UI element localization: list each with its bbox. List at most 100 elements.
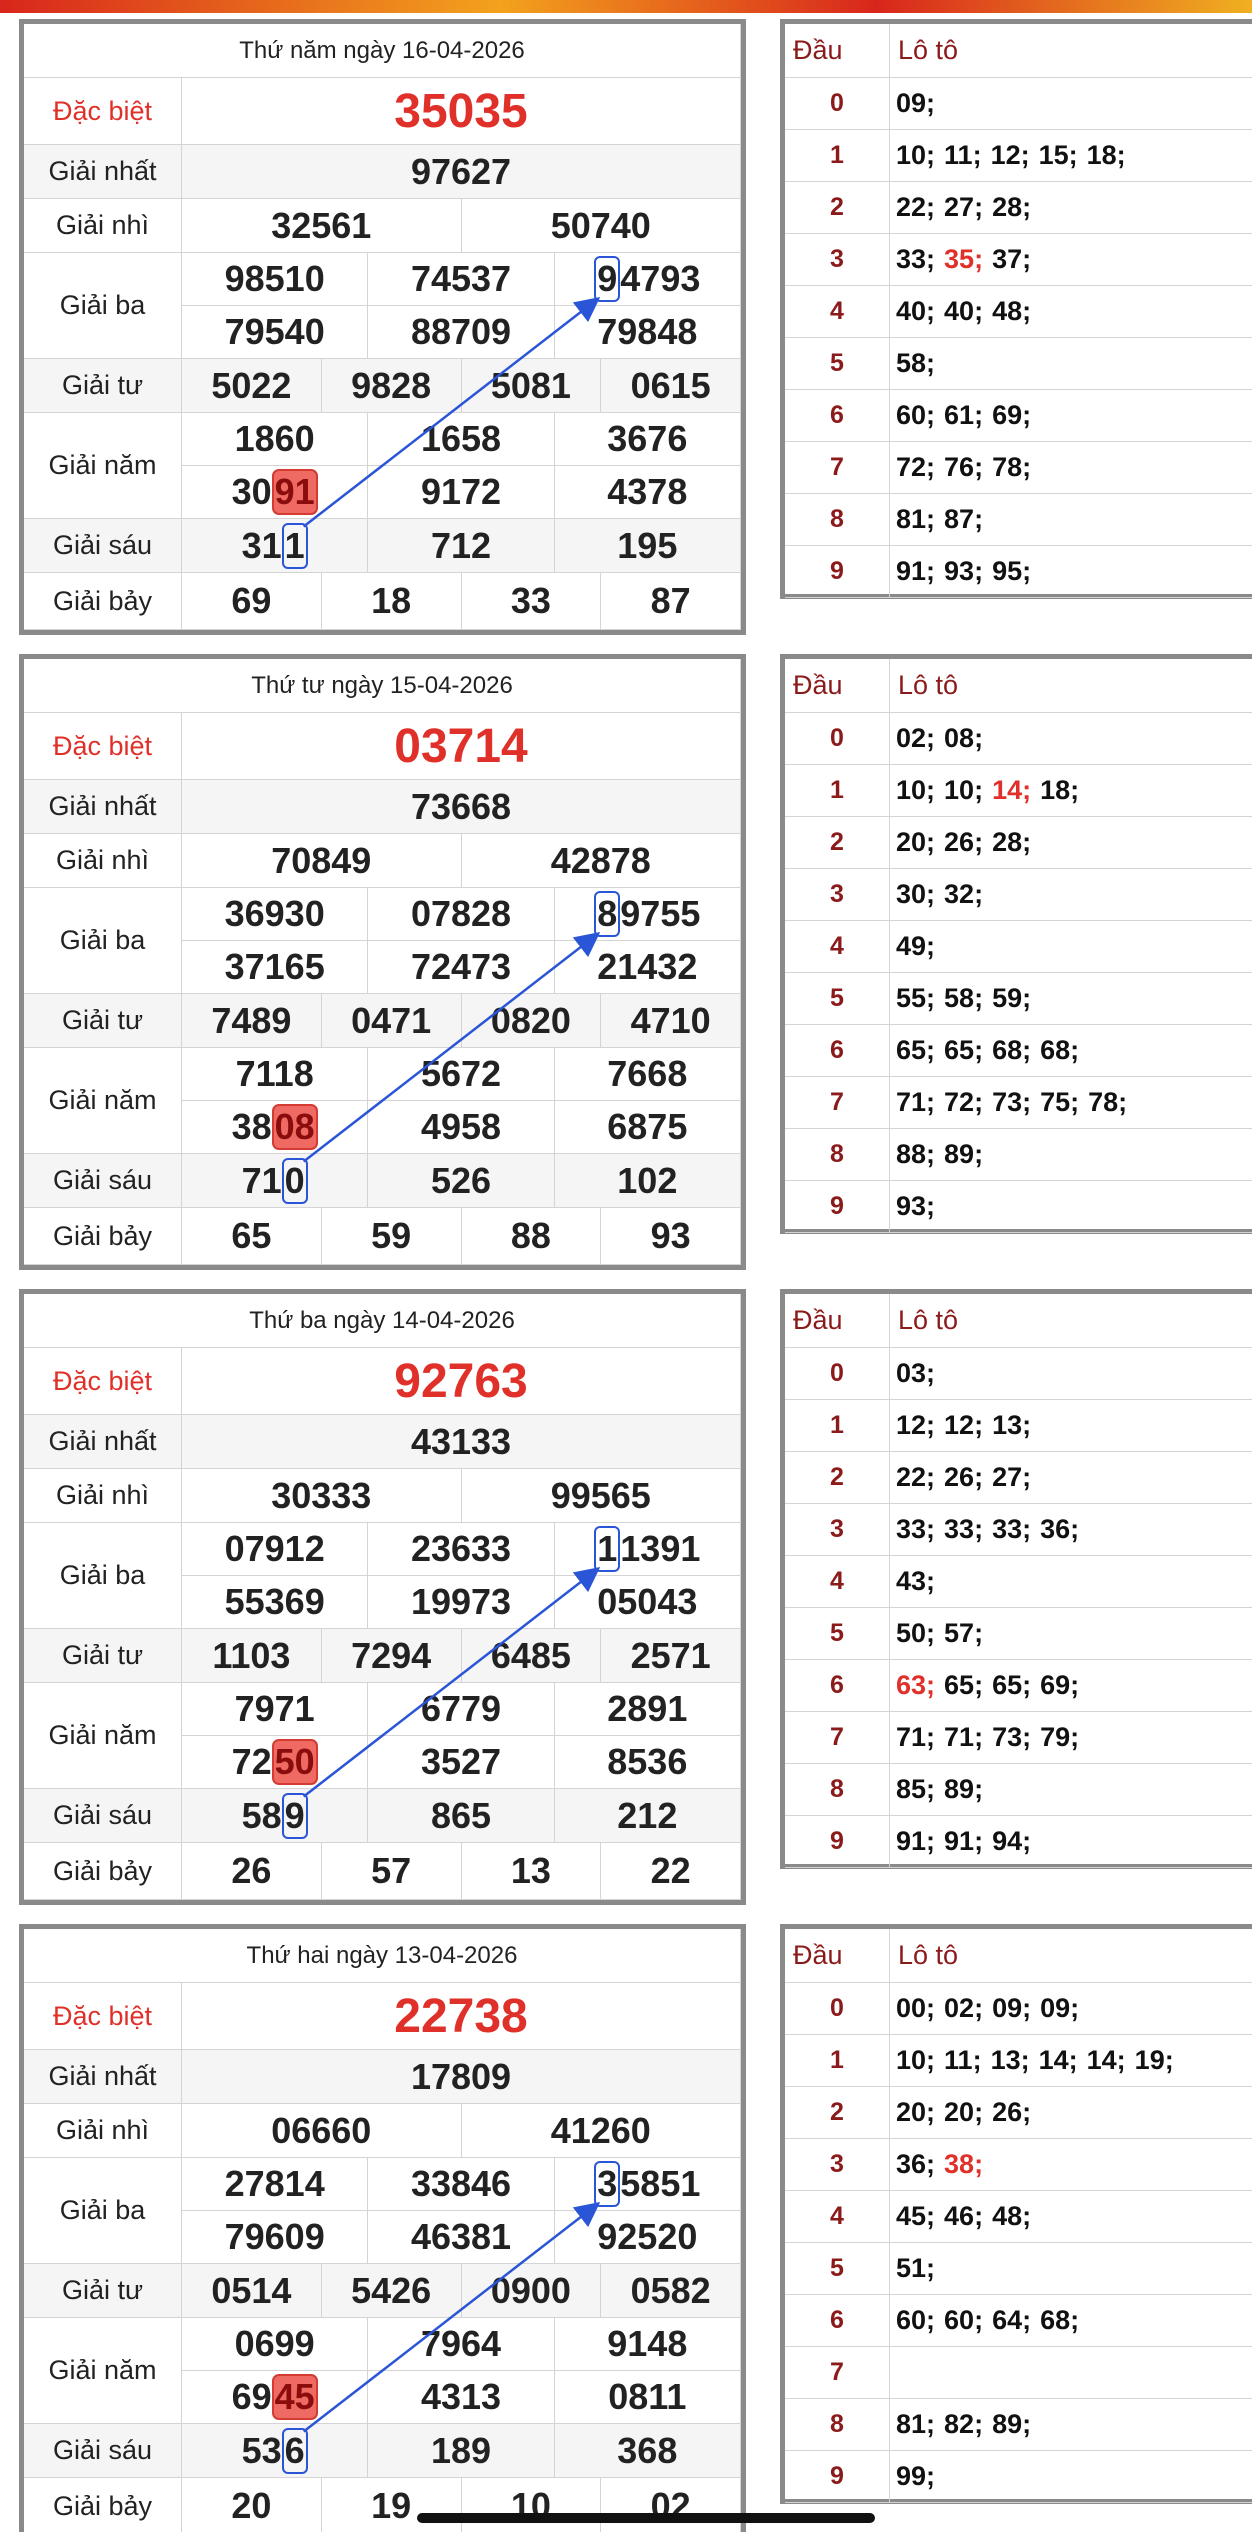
loto-number: 57; (944, 1618, 984, 1648)
prize-label: Giải sáu (24, 2424, 182, 2478)
prize-number: 9148 (554, 2318, 741, 2371)
loto-items: 63; 65; 65; 69; (890, 1660, 1252, 1712)
boxed-digit: 9 (281, 1792, 308, 1839)
loto-number: 60; (896, 400, 936, 430)
loto-head: 8 (785, 494, 890, 546)
prize-label: Giải ba (24, 2158, 182, 2264)
prize-number: 59 (321, 1208, 462, 1265)
loto-items-header: Lô tô (890, 1929, 1252, 1983)
prize-label: Đặc biệt (24, 78, 182, 145)
loto-head-header: Đầu (785, 1294, 890, 1348)
loto-number: 22; (896, 192, 936, 222)
prize-number: 57 (321, 1843, 462, 1900)
prize-number: 17809 (182, 2050, 741, 2104)
loto-number: 91; (944, 1826, 984, 1856)
loto-head: 2 (785, 817, 890, 869)
loto-items: 60; 61; 69; (890, 390, 1252, 442)
prize-number: 55369 (182, 1576, 369, 1629)
prize-label: Giải bảy (24, 2478, 182, 2532)
loto-number: 68; (1040, 1035, 1080, 1065)
loto-items: 49; (890, 921, 1252, 973)
loto-number: 94; (992, 1826, 1032, 1856)
loto-number: 72; (896, 452, 936, 482)
prize-number: 2891 (554, 1683, 741, 1736)
loto-number: 89; (992, 2409, 1032, 2439)
prize-number: 30 91 (182, 466, 369, 519)
loto-head: 2 (785, 182, 890, 234)
loto-number: 09; (896, 88, 936, 118)
prize-number: 7118 (182, 1048, 369, 1101)
loto-items: 10; 11; 12; 15; 18; (890, 130, 1252, 182)
prize-number: 33846 (368, 2158, 555, 2211)
prize-number: 13 (461, 1843, 602, 1900)
prize-number: 31 1 (182, 519, 369, 573)
prize-label: Giải ba (24, 1523, 182, 1629)
loto-number: 10; (896, 140, 936, 170)
prize-number: 0582 (601, 2264, 741, 2318)
loto-number: 22; (896, 1462, 936, 1492)
loto-items: 22; 26; 27; (890, 1452, 1252, 1504)
loto-items: 81; 82; 89; (890, 2399, 1252, 2451)
prize-label: Giải nhất (24, 780, 182, 834)
loto-number: 27; (944, 192, 984, 222)
loto-items: 20; 20; 26; (890, 2087, 1252, 2139)
loto-head: 5 (785, 338, 890, 390)
prize-number: 74537 (368, 253, 555, 306)
prize-number: 4378 (554, 466, 741, 519)
loto-number: 75; (1040, 1087, 1080, 1117)
loto-number: 13; (990, 2045, 1030, 2075)
prize-label: Giải bảy (24, 573, 182, 630)
loto-number: 65; (896, 1035, 936, 1065)
loto-head: 4 (785, 1556, 890, 1608)
loto-number: 65; (944, 1035, 984, 1065)
loto-head: 4 (785, 286, 890, 338)
loto-head: 0 (785, 1348, 890, 1400)
loto-items: 45; 46; 48; (890, 2191, 1252, 2243)
date-title: Thứ năm ngày 16-04-2026 (24, 24, 741, 78)
prize-number: 37165 (182, 941, 369, 994)
prize-label: Giải nhì (24, 1469, 182, 1523)
prize-number: 6875 (554, 1101, 741, 1154)
prize-number: 02 (601, 2478, 741, 2532)
date-title: Thứ ba ngày 14-04-2026 (24, 1294, 741, 1348)
prize-number: 23633 (368, 1523, 555, 1576)
loto-head: 3 (785, 2139, 890, 2191)
prize-number: 865 (368, 1789, 555, 1843)
loto-items: 10; 10; 14; 18; (890, 765, 1252, 817)
loto-table: Đầu Lô tô 0 03; 1 12; 12; 13; 2 22; 26; 27; 3 33; 33; 3… (780, 1289, 1252, 1869)
home-indicator (417, 2513, 875, 2523)
prize-number: 98510 (182, 253, 369, 306)
loto-head: 3 (785, 234, 890, 286)
loto-head: 5 (785, 973, 890, 1025)
prize-number: 102 (554, 1154, 741, 1208)
prize-label: Giải ba (24, 253, 182, 359)
loto-number: 87; (944, 504, 984, 534)
prize-number: 4710 (601, 994, 741, 1048)
loto-head: 1 (785, 130, 890, 182)
prize-label: Giải tư (24, 359, 182, 413)
loto-head: 6 (785, 2295, 890, 2347)
prize-number: 0514 (182, 2264, 322, 2318)
loto-number: 36; (1040, 1514, 1080, 1544)
loto-head: 8 (785, 1764, 890, 1816)
loto-number: 89; (944, 1774, 984, 1804)
loto-number: 26; (992, 2097, 1032, 2127)
loto-number: 12; (896, 1410, 936, 1440)
loto-items-header: Lô tô (890, 659, 1252, 713)
prize-number: 526 (368, 1154, 555, 1208)
prize-label: Giải sáu (24, 519, 182, 573)
loto-number: 48; (992, 2201, 1032, 2231)
prize-number: 9 4793 (554, 253, 741, 306)
loto-items: 51; (890, 2243, 1252, 2295)
prize-label: Giải tư (24, 2264, 182, 2318)
loto-number: 12; (944, 1410, 984, 1440)
highlighted-digits: 45 (271, 2374, 318, 2420)
highlighted-digits: 08 (271, 1104, 318, 1150)
loto-number: 64; (992, 2305, 1032, 2335)
loto-number: 33; (896, 244, 936, 274)
loto-items: 60; 60; 64; 68; (890, 2295, 1252, 2347)
prize-number: 18 (321, 573, 462, 630)
prize-number: 72 50 (182, 1736, 369, 1789)
prize-number: 88709 (368, 306, 555, 359)
loto-table: Đầu Lô tô 0 09; 1 10; 11; 12; 15; 18; 2 22; 27; 28; 3 3… (780, 19, 1252, 599)
